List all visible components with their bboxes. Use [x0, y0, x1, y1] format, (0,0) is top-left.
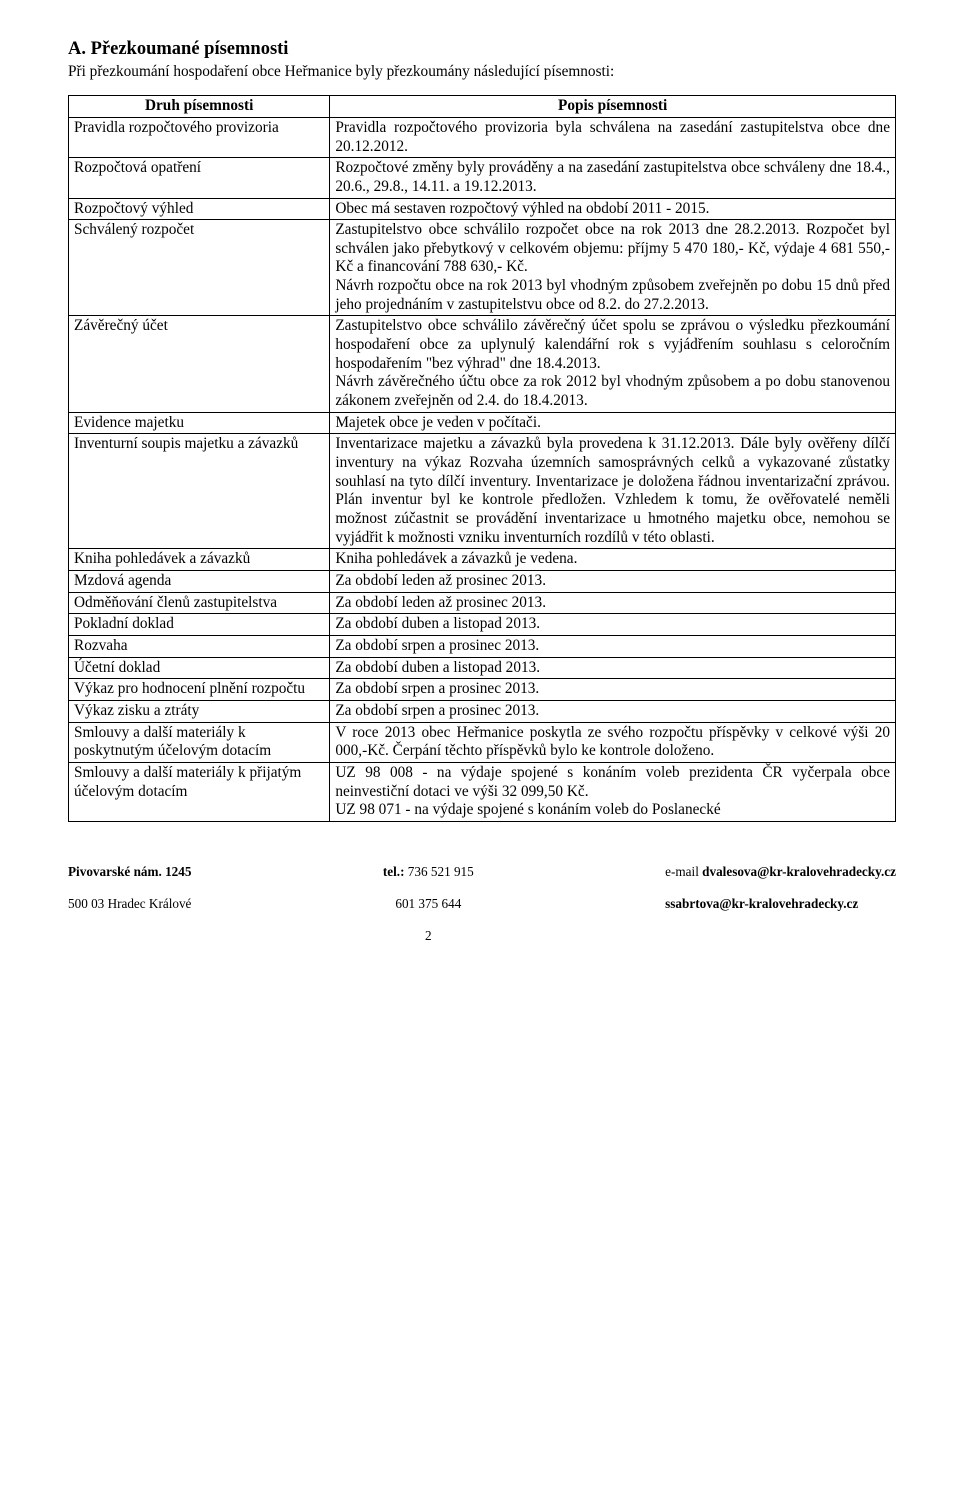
row-description: Za období duben a listopad 2013. — [330, 614, 896, 636]
row-description: Za období srpen a prosinec 2013. — [330, 679, 896, 701]
table-row: Kniha pohledávek a závazkůKniha pohledáv… — [69, 549, 896, 571]
table-header-right: Popis písemnosti — [330, 96, 896, 118]
table-row: Pravidla rozpočtového provizoriaPravidla… — [69, 117, 896, 157]
row-type: Rozpočtová opatření — [69, 158, 330, 198]
table-header-left: Druh písemnosti — [69, 96, 330, 118]
section-heading: A. Přezkoumané písemnosti — [68, 38, 896, 61]
row-description: Majetek obce je veden v počítači. — [330, 412, 896, 434]
row-type: Pokladní doklad — [69, 614, 330, 636]
footer-email-label: e-mail — [665, 864, 702, 879]
row-type: Odměňování členů zastupitelstva — [69, 592, 330, 614]
page-number: 2 — [425, 928, 432, 943]
table-row: Výkaz pro hodnocení plnění rozpočtuZa ob… — [69, 679, 896, 701]
table-row: Rozpočtová opatřeníRozpočtové změny byly… — [69, 158, 896, 198]
row-description: Za období duben a listopad 2013. — [330, 657, 896, 679]
footer-tel-2: 601 375 644 — [395, 896, 461, 911]
footer-email-2: ssabrtova@kr-kralovehradecky.cz — [665, 896, 858, 911]
table-row: Mzdová agendaZa období leden až prosinec… — [69, 570, 896, 592]
table-row: RozvahaZa období srpen a prosinec 2013. — [69, 635, 896, 657]
row-type: Výkaz zisku a ztráty — [69, 700, 330, 722]
table-row: Odměňování členů zastupitelstvaZa období… — [69, 592, 896, 614]
table-row: Smlouvy a další materiály k přijatým úče… — [69, 762, 896, 821]
row-description: Za období leden až prosinec 2013. — [330, 570, 896, 592]
row-type: Účetní doklad — [69, 657, 330, 679]
row-description: Za období srpen a prosinec 2013. — [330, 700, 896, 722]
row-type: Schválený rozpočet — [69, 220, 330, 316]
documents-table: Druh písemnostiPopis písemnostiPravidla … — [68, 95, 896, 822]
row-description: Za období srpen a prosinec 2013. — [330, 635, 896, 657]
row-description: Zastupitelstvo obce schválilo rozpočet o… — [330, 220, 896, 316]
footer-email-1: dvalesova@kr-kralovehradecky.cz — [702, 864, 896, 879]
row-type: Rozpočtový výhled — [69, 198, 330, 220]
footer-address-line1: Pivovarské nám. 1245 — [68, 864, 191, 879]
intro-text: Při přezkoumání hospodaření obce Heřmani… — [68, 63, 896, 82]
table-row: Rozpočtový výhledObec má sestaven rozpoč… — [69, 198, 896, 220]
footer-tel-1: 736 521 915 — [405, 864, 474, 879]
row-type: Rozvaha — [69, 635, 330, 657]
row-type: Smlouvy a další materiály k poskytnutým … — [69, 722, 330, 762]
table-row: Pokladní dokladZa období duben a listopa… — [69, 614, 896, 636]
row-description: Obec má sestaven rozpočtový výhled na ob… — [330, 198, 896, 220]
table-row: Účetní dokladZa období duben a listopad … — [69, 657, 896, 679]
page-footer: Pivovarské nám. 1245 500 03 Hradec Králo… — [68, 848, 896, 945]
row-description: Kniha pohledávek a závazků je vedena. — [330, 549, 896, 571]
table-row: Inventurní soupis majetku a závazkůInven… — [69, 434, 896, 549]
row-description: Pravidla rozpočtového provizoria byla sc… — [330, 117, 896, 157]
row-type: Mzdová agenda — [69, 570, 330, 592]
footer-address: Pivovarské nám. 1245 500 03 Hradec Králo… — [68, 848, 191, 945]
row-description: UZ 98 008 - na výdaje spojené s konáním … — [330, 762, 896, 821]
row-description: Zastupitelstvo obce schválilo závěrečný … — [330, 316, 896, 412]
table-row: Schválený rozpočetZastupitelstvo obce sc… — [69, 220, 896, 316]
footer-address-line2: 500 03 Hradec Králové — [68, 896, 191, 911]
row-type: Inventurní soupis majetku a závazků — [69, 434, 330, 549]
row-description: Inventarizace majetku a závazků byla pro… — [330, 434, 896, 549]
row-description: Za období leden až prosinec 2013. — [330, 592, 896, 614]
row-description: V roce 2013 obec Heřmanice poskytla ze s… — [330, 722, 896, 762]
footer-phone: tel.: 736 521 915 601 375 644 2 — [383, 848, 474, 945]
row-type: Evidence majetku — [69, 412, 330, 434]
footer-tel-label: tel.: — [383, 864, 405, 879]
row-type: Smlouvy a další materiály k přijatým úče… — [69, 762, 330, 821]
row-type: Výkaz pro hodnocení plnění rozpočtu — [69, 679, 330, 701]
row-type: Závěrečný účet — [69, 316, 330, 412]
footer-email: e-mail dvalesova@kr-kralovehradecky.cz s… — [665, 848, 896, 945]
table-row: Smlouvy a další materiály k poskytnutým … — [69, 722, 896, 762]
row-description: Rozpočtové změny byly prováděny a na zas… — [330, 158, 896, 198]
table-row: Evidence majetkuMajetek obce je veden v … — [69, 412, 896, 434]
row-type: Kniha pohledávek a závazků — [69, 549, 330, 571]
table-row: Závěrečný účetZastupitelstvo obce schvál… — [69, 316, 896, 412]
table-row: Výkaz zisku a ztrátyZa období srpen a pr… — [69, 700, 896, 722]
row-type: Pravidla rozpočtového provizoria — [69, 117, 330, 157]
